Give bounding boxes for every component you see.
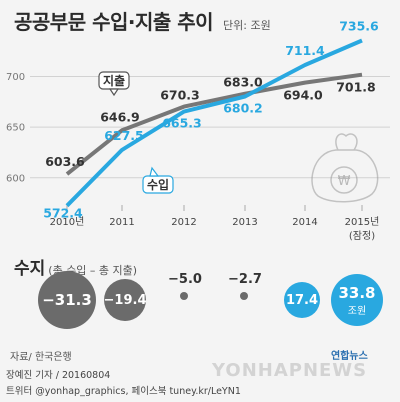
expense-value-label: 683.0 (223, 75, 263, 90)
balance-dot (180, 292, 188, 300)
x-tick-label: 2015년 (345, 216, 380, 228)
expense-value-label: 646.9 (100, 109, 140, 124)
credit-line: 트위터 @yonhap_graphics, 페이스북 tuney.kr/LeYN… (6, 386, 241, 397)
source-note: 자료/ 한국은행 (10, 352, 72, 363)
expense-line (65, 72, 363, 176)
x-tick-label: 2013 (232, 217, 257, 228)
credit: 장예진 기자 / 20160804 트위터 @yonhap_graphics, … (6, 368, 241, 400)
money-bag-icon: ₩ (311, 133, 379, 203)
money-bag-tie (335, 133, 358, 151)
balance-value: −2.7 (228, 272, 262, 287)
y-tick-label: 650 (6, 123, 25, 134)
x-tick-label: 2014 (292, 217, 317, 228)
balance-value: 17.4 (285, 292, 319, 308)
balance-circle: 33.8 조원 (331, 274, 383, 326)
x-tick-label: 2010년 (50, 216, 85, 228)
y-tick-label: 600 (6, 173, 25, 184)
balance-circle: −19.4 (104, 279, 146, 321)
income-value-label: 665.3 (162, 116, 202, 131)
income-value-label: 627.5 (104, 128, 144, 143)
income-value-label: 711.4 (285, 43, 325, 58)
income-callout-label: 수입 (147, 178, 169, 192)
balance-unit: 조원 (347, 305, 367, 317)
expense-callout: 지출 (98, 71, 130, 97)
expense-value-label: 603.6 (45, 154, 85, 169)
y-tick-label: 700 (6, 72, 25, 83)
balance-circle: −31.3 (38, 271, 96, 329)
header: 공공부문 수입·지출 추이 단위: 조원 (14, 6, 271, 36)
unit-label: 단위: 조원 (223, 19, 271, 32)
x-tick-label: 2011 (109, 217, 134, 228)
expense-value-label: 701.8 (336, 80, 376, 95)
expense-callout-label: 지출 (103, 73, 125, 88)
income-line (65, 38, 363, 208)
chart-title: 공공부문 수입·지출 추이 (14, 10, 214, 34)
balance-circle: 17.4 (284, 282, 320, 318)
x-tick-note: (잠정) (349, 230, 375, 242)
income-value-label: 572.4 (43, 206, 83, 221)
balance-value: 33.8 (338, 283, 376, 302)
balance-value: −19.4 (103, 292, 147, 308)
balance-value: −5.0 (168, 272, 202, 287)
expense-value-label: 670.3 (160, 88, 200, 103)
line-chart: 600 650 700 2010년 2011 2012 2013 2014 2015년 (잠정) ₩… (6, 18, 390, 242)
money-bag-body (311, 149, 379, 203)
expense-value-label: 694.0 (283, 88, 323, 103)
balance-dot (240, 292, 248, 300)
x-tick-label: 2012 (171, 217, 196, 228)
won-coin (330, 166, 358, 194)
news-agency-logo: 연합뉴스 (331, 351, 368, 362)
income-value-label: 735.6 (339, 18, 379, 33)
watermark: YONHAPNEWS (212, 360, 368, 381)
expense-callout-pointer (108, 88, 120, 97)
income-callout: 수입 (142, 166, 174, 194)
credit-line: 장예진 기자 / 20160804 (6, 370, 111, 381)
balance-title: 수지 (14, 259, 46, 279)
income-value-label: 680.2 (223, 101, 263, 116)
income-callout-pointer (149, 166, 160, 177)
won-symbol: ₩ (338, 174, 351, 189)
balance-value: −31.3 (42, 291, 92, 309)
